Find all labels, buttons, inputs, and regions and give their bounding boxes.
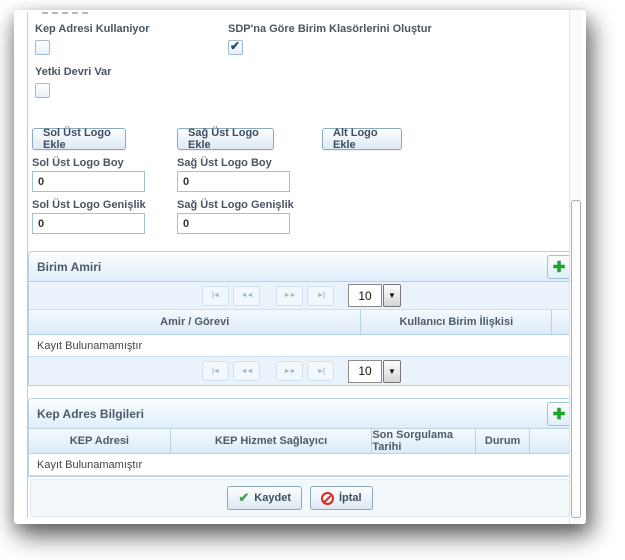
plus-icon: ✚ <box>552 405 566 423</box>
yetki-devri-var-checkbox[interactable] <box>35 83 50 98</box>
sdp-birim-klasor-checkbox[interactable]: ✔ <box>228 39 243 55</box>
alt-logo-ekle-button[interactable]: Alt Logo Ekle <box>322 127 402 151</box>
column-header-empty <box>530 429 574 453</box>
kep-adresi-kullaniyor-checkbox[interactable] <box>35 40 50 55</box>
kep-adres-header: Kep Adres Bilgileri ✚ <box>29 399 574 429</box>
birim-amiri-empty-row: Kayıt Bulunamamıştır <box>29 335 574 357</box>
birim-amiri-header: Birim Amiri ✚ <box>29 252 574 282</box>
sol-ust-logo-boy-input[interactable] <box>32 171 145 192</box>
check-icon: ✔ <box>238 490 250 505</box>
column-header-kep-hizmet[interactable]: KEP Hizmet Sağlayıcı <box>171 429 373 453</box>
page-last-button[interactable]: ►| <box>307 361 334 381</box>
column-header-kullanici-birim[interactable]: Kullanıcı Birim İlişkisi <box>361 310 553 334</box>
save-button-label: Kaydet <box>254 492 291 504</box>
birim-amiri-paginator-bottom: |◄ ◄◄ ►► ►| 10 ▼ <box>29 357 574 385</box>
kep-adresi-kullaniyor-label: Kep Adresi Kullaniyor <box>35 23 150 35</box>
rows-per-page-value: 10 <box>348 284 382 307</box>
sol-ust-logo-boy-label: Sol Üst Logo Boy <box>32 157 124 169</box>
sag-ust-logo-genislik-label: Sağ Üst Logo Genişlik <box>177 199 294 211</box>
birim-amiri-panel: Birim Amiri ✚ |◄ ◄◄ ►► ►| 10 ▼ Amir / Gö… <box>28 251 575 386</box>
cancel-button[interactable]: İptal <box>309 486 373 510</box>
footer-bar: ✔ Kaydet İptal <box>30 479 570 517</box>
birim-amiri-table-header: Amir / Görevi Kullanıcı Birim İlişkisi <box>29 310 574 335</box>
sag-ust-logo-ekle-button[interactable]: Sağ Üst Logo Ekle <box>177 127 274 151</box>
sag-ust-logo-genislik-input[interactable] <box>177 213 290 234</box>
column-header-durum[interactable]: Durum <box>476 429 531 453</box>
plus-icon: ✚ <box>552 258 566 276</box>
page-last-button[interactable]: ►| <box>307 285 334 306</box>
kep-adres-panel: Kep Adres Bilgileri ✚ KEP Adresi KEP Hiz… <box>28 398 575 477</box>
page-next-button[interactable]: ►► <box>276 361 303 381</box>
kep-adres-empty-row: Kayıt Bulunamamıştır <box>29 454 574 476</box>
page-first-button[interactable]: |◄ <box>202 285 229 306</box>
sol-ust-logo-genislik-input[interactable] <box>32 213 145 234</box>
sol-ust-logo-genislik-label: Sol Üst Logo Genişlik <box>32 199 146 211</box>
page-prev-button[interactable]: ◄◄ <box>233 361 260 381</box>
chevron-down-icon: ▼ <box>383 284 401 307</box>
page-first-button[interactable]: |◄ <box>202 361 229 381</box>
clipped-content-fragment <box>42 12 88 14</box>
yetki-devri-var-label: Yetki Devri Var <box>35 66 112 78</box>
page-prev-button[interactable]: ◄◄ <box>233 285 260 306</box>
kep-adres-add-button[interactable]: ✚ <box>547 402 571 426</box>
rows-per-page-value: 10 <box>348 359 382 383</box>
birim-amiri-title: Birim Amiri <box>37 259 102 274</box>
save-button[interactable]: ✔ Kaydet <box>227 486 302 510</box>
vertical-scrollbar-thumb[interactable] <box>571 200 581 518</box>
chevron-down-icon: ▼ <box>383 359 401 383</box>
column-header-son-sorgulama[interactable]: Son Sorgulama Tarihi <box>372 429 476 453</box>
column-header-amir-gorevi[interactable]: Amir / Görevi <box>29 310 362 334</box>
checkmark-icon: ✔ <box>230 39 241 53</box>
column-header-kep-adresi[interactable]: KEP Adresi <box>29 429 171 453</box>
unit-settings-dialog: Kep Adresi Kullaniyor SDP'na Göre Birim … <box>14 10 586 524</box>
page-next-button[interactable]: ►► <box>276 285 303 306</box>
sag-ust-logo-boy-label: Sağ Üst Logo Boy <box>177 157 272 169</box>
sdp-birim-klasor-label: SDP'na Göre Birim Klasörlerini Oluştur <box>228 23 432 35</box>
kep-adres-title: Kep Adres Bilgileri <box>37 406 144 421</box>
ban-icon <box>320 491 334 505</box>
kep-adres-table-header: KEP Adresi KEP Hizmet Sağlayıcı Son Sorg… <box>29 429 574 454</box>
birim-amiri-add-button[interactable]: ✚ <box>547 255 571 279</box>
rows-per-page-dropdown[interactable]: 10 ▼ <box>348 359 401 383</box>
sag-ust-logo-boy-input[interactable] <box>177 171 290 192</box>
vertical-scrollbar-track[interactable] <box>569 10 582 524</box>
cancel-button-label: İptal <box>338 492 362 504</box>
rows-per-page-dropdown[interactable]: 10 ▼ <box>348 284 401 307</box>
content-left-border <box>27 12 28 518</box>
birim-amiri-paginator-top: |◄ ◄◄ ►► ►| 10 ▼ <box>29 282 574 310</box>
sol-ust-logo-ekle-button[interactable]: Sol Üst Logo Ekle <box>32 127 126 151</box>
